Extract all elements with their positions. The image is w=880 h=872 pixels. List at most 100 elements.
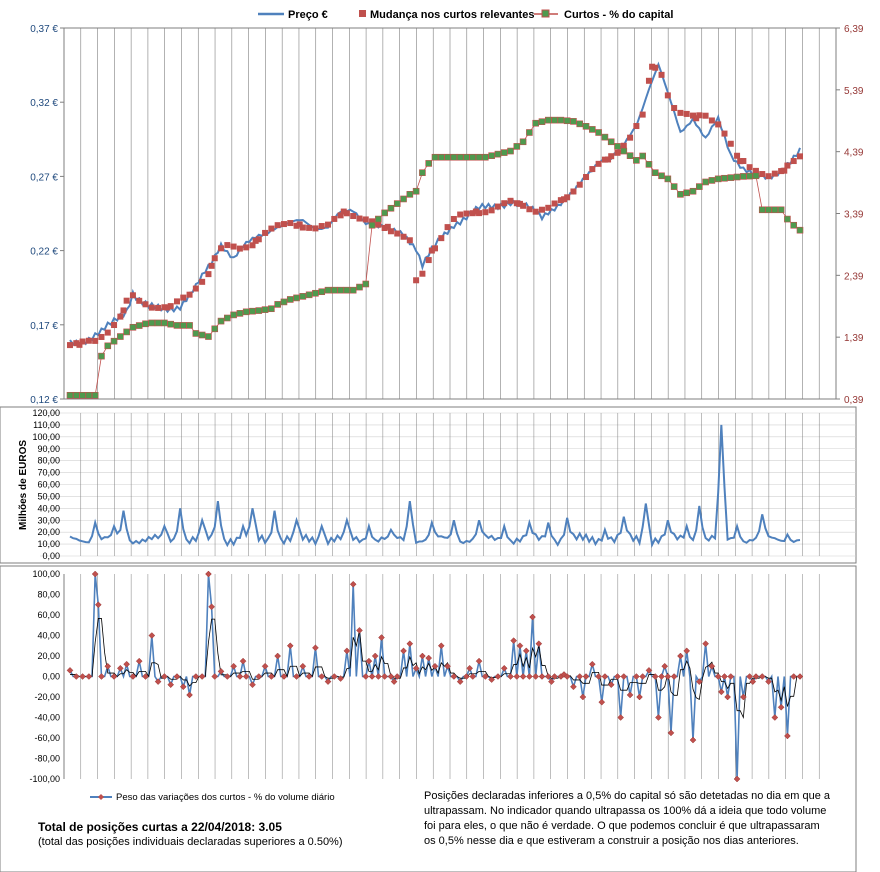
total-short-label: Total de posições curtas a 22/04/2018: 3… (38, 820, 282, 834)
short-pct-marker (482, 153, 489, 161)
volume-line (69, 424, 801, 548)
variation-marker (387, 673, 395, 680)
variation-marker (98, 673, 105, 680)
short-pct-marker (324, 286, 332, 294)
short-pct-marker (721, 174, 728, 182)
short-pct-marker (186, 322, 193, 329)
short-change-marker (224, 242, 231, 249)
short-change-marker (677, 109, 684, 116)
short-change-marker (148, 304, 155, 311)
short-pct-marker (425, 160, 433, 167)
short-pct-marker (268, 305, 275, 313)
short-change-marker (501, 200, 508, 207)
volume-tick-label: 0,00 (42, 551, 60, 561)
short-change-marker (538, 206, 545, 213)
short-change-marker (350, 213, 357, 220)
variation-marker (544, 673, 552, 680)
short-change-marker (340, 208, 347, 215)
short-pct-marker (651, 169, 659, 176)
short-change-marker (683, 110, 690, 117)
legend-label: Curtos - % do capital (564, 9, 673, 21)
short-pct-marker (714, 175, 722, 183)
short-change-marker (394, 230, 401, 237)
short-change-marker (771, 170, 778, 177)
variation-marker (714, 673, 722, 680)
short-pct-marker (135, 322, 143, 329)
short-change-marker (469, 210, 476, 217)
variation-marker (198, 673, 206, 680)
short-pct-marker (456, 153, 464, 161)
short-change-marker (331, 215, 338, 222)
short-pct-marker (620, 147, 628, 155)
variation-marker (670, 673, 678, 680)
short-change-marker (620, 142, 627, 149)
short-pct-marker (349, 286, 357, 294)
short-pct-marker (614, 143, 621, 150)
short-change-marker (605, 156, 612, 163)
volume-tick-label: 80,00 (37, 456, 60, 466)
variation-marker (626, 691, 634, 699)
variation-marker (255, 673, 263, 680)
variation-marker (633, 673, 640, 680)
short-pct-marker (167, 320, 174, 328)
short-pct-marker (173, 322, 181, 329)
short-change-marker (561, 196, 568, 203)
short-pct-marker (727, 174, 735, 181)
volume-axis-title: Milhões de EUROS (18, 440, 29, 530)
short-pct-marker (450, 153, 458, 161)
variation-marker (425, 654, 433, 662)
short-change-marker (325, 221, 332, 228)
variation-marker (570, 683, 577, 691)
variation-marker (412, 664, 420, 672)
short-change-marker (425, 257, 432, 264)
variation-marker (526, 673, 533, 680)
short-change-marker (280, 221, 287, 228)
variation-marker (796, 673, 804, 680)
short-change-marker (781, 167, 788, 174)
right-axis-tick-label: 5,39 (844, 86, 864, 97)
short-pct-marker (526, 129, 533, 136)
short-change-marker (92, 337, 99, 344)
short-change-marker (230, 243, 237, 250)
variation-marker (513, 673, 521, 680)
short-change-marker (387, 228, 394, 235)
short-change-marker (721, 130, 728, 137)
variation-marker (683, 647, 691, 655)
short-pct-marker (677, 191, 684, 198)
short-change-marker (790, 158, 797, 165)
left-axis-tick-label: 0,27 € (30, 172, 58, 183)
short-change-marker (778, 168, 785, 175)
variation-marker (444, 662, 451, 670)
short-pct-marker (104, 342, 112, 350)
short-pct-marker (91, 391, 99, 399)
short-change-marker (627, 134, 634, 141)
short-pct-marker (217, 317, 225, 325)
short-change-marker (167, 303, 174, 310)
short-change-marker (252, 237, 259, 244)
volume-tick-label: 10,00 (37, 539, 60, 549)
short-change-marker (488, 207, 495, 214)
short-change-marker (715, 121, 722, 128)
variation-marker (548, 678, 555, 685)
short-pct-marker (375, 215, 382, 223)
variation-marker (727, 673, 735, 680)
variation-legend-label: Peso das variações dos curtos - % do vol… (116, 792, 335, 803)
variation-marker (661, 662, 669, 670)
short-pct-marker (733, 173, 741, 181)
variation-marker (507, 673, 514, 680)
volume-tick-label: 120,00 (32, 408, 60, 418)
short-change-marker (740, 158, 747, 165)
short-pct-marker (161, 319, 168, 327)
variation-marker (466, 664, 473, 672)
short-change-marker (734, 152, 741, 159)
short-pct-marker (570, 118, 577, 125)
short-change-marker (375, 221, 382, 228)
short-change-marker (419, 270, 426, 277)
left-axis-tick-label: 0,32 € (30, 98, 58, 109)
variation-marker (717, 688, 725, 696)
variation-marker (249, 681, 256, 689)
volume-tick-label: 40,00 (37, 503, 60, 513)
variation-marker (500, 664, 508, 672)
variation-marker (116, 664, 124, 672)
short-change-marker (67, 342, 73, 349)
